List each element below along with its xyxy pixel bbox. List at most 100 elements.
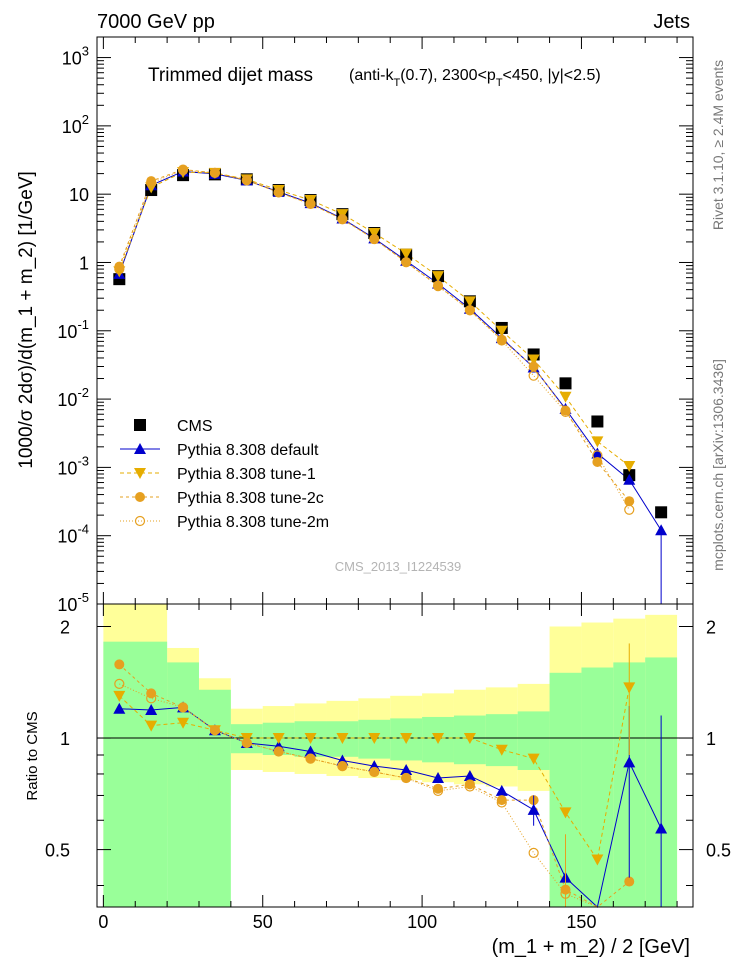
ratio-point-default bbox=[113, 702, 126, 714]
ratio-point-tune2c bbox=[624, 876, 635, 887]
main-y-tick-label: 10 bbox=[69, 185, 89, 205]
ratio-band-inner bbox=[485, 714, 518, 767]
main-point-tune2c bbox=[464, 305, 475, 316]
ratio-point-tune2c bbox=[369, 766, 380, 777]
main-point-tune2m bbox=[369, 233, 380, 245]
main-point-tune2m bbox=[146, 177, 157, 189]
rivet-version-label: Rivet 3.1.10, ≥ 2.4M events bbox=[710, 60, 726, 230]
main-y-tick-label: 10-3 bbox=[57, 453, 89, 478]
legend-marker-data bbox=[134, 419, 146, 431]
tick-base: 10 bbox=[57, 322, 77, 342]
ratio-point-tune2c bbox=[114, 659, 125, 670]
main-point-tune2m bbox=[337, 214, 348, 225]
main-point-tune2m bbox=[496, 335, 507, 346]
main-y-tick-label: 10-5 bbox=[57, 590, 89, 615]
main-y-tick-label: 10-2 bbox=[57, 385, 89, 410]
legend-marker-default bbox=[134, 443, 146, 454]
main-point-tune2c bbox=[337, 214, 348, 225]
ratio-y-ticks: 0.5 0.5 1 1 2 2 bbox=[45, 617, 731, 887]
tick-base: 10 bbox=[57, 595, 77, 615]
title-sub-subscript-1: T bbox=[393, 77, 400, 89]
ratio-point-tune2c bbox=[241, 737, 252, 748]
main-y-tick-label: 10-1 bbox=[57, 317, 89, 342]
x-tick-label: 150 bbox=[566, 912, 596, 932]
ratio-point-tune2m bbox=[209, 725, 221, 736]
ratio-point-tune1 bbox=[145, 720, 158, 732]
tick-exponent: 2 bbox=[82, 112, 89, 127]
ratio-point-tune2m bbox=[241, 737, 252, 749]
ratio-point-tune2m bbox=[401, 772, 412, 784]
ratio-point-tune1 bbox=[304, 733, 317, 745]
main-point-tune1 bbox=[623, 460, 636, 472]
main-point-tune1 bbox=[559, 391, 572, 403]
main-y-tick-label: 1 bbox=[79, 253, 89, 273]
ratio-point-tune2m bbox=[496, 797, 507, 808]
ratio-y-tick-label-right: 1 bbox=[706, 729, 716, 749]
main-point-tune1 bbox=[368, 228, 381, 240]
main-point-default bbox=[591, 447, 604, 459]
main-point-tune1 bbox=[591, 436, 604, 448]
main-point-data bbox=[655, 506, 668, 519]
legend: CMS Pythia 8.308 default Pythia 8.308 tune… bbox=[120, 418, 329, 531]
ratio-point-tune1 bbox=[336, 733, 349, 745]
main-point-tune2c bbox=[401, 257, 412, 268]
tick-base: 1 bbox=[79, 253, 89, 273]
ratio-point-tune1 bbox=[463, 733, 476, 745]
ratio-point-tune2c bbox=[464, 779, 475, 790]
ratio-point-tune2m bbox=[305, 753, 316, 764]
ratio-point-tune2c bbox=[496, 795, 507, 806]
x-tick-label: 50 bbox=[253, 912, 273, 932]
main-point-tune2c bbox=[209, 167, 220, 178]
legend-marker-tune1 bbox=[134, 468, 146, 479]
main-y-tick-label: 103 bbox=[62, 44, 89, 69]
ratio-y-tick-label: 0.5 bbox=[45, 841, 70, 861]
tick-base: 10 bbox=[62, 49, 82, 69]
ratio-point-tune1 bbox=[113, 690, 126, 702]
mcplots-label: mcplots.cern.ch [arXiv:1306.3436] bbox=[710, 359, 726, 571]
ratio-y-tick-label: 1 bbox=[60, 729, 70, 749]
ratio-point-default bbox=[304, 745, 317, 757]
main-point-tune2m bbox=[528, 370, 539, 381]
ratio-point-tune2c bbox=[209, 725, 220, 736]
ratio-point-tune1 bbox=[368, 733, 381, 745]
ratio-band-inner bbox=[167, 662, 199, 907]
legend-marker-tune2c bbox=[135, 492, 145, 502]
main-point-tune2m bbox=[114, 263, 125, 275]
tick-exponent: 3 bbox=[82, 44, 89, 59]
main-point-tune1 bbox=[527, 354, 540, 366]
title-sub-2: (0.7), 2300<p bbox=[400, 67, 496, 84]
main-point-tune1 bbox=[432, 271, 445, 283]
ratio-plot-panel: 0 50 100 150 0.5 0.5 1 1 2 2 bbox=[45, 603, 731, 932]
ratio-y-tick-label-right: 2 bbox=[706, 617, 716, 637]
ratio-point-default bbox=[495, 784, 508, 796]
tick-exponent: -5 bbox=[77, 590, 89, 605]
ratio-x-ticks: 0 50 100 150 bbox=[98, 604, 678, 932]
tick-base: 10 bbox=[57, 458, 77, 478]
main-point-data bbox=[559, 377, 572, 390]
tick-exponent: -3 bbox=[77, 453, 89, 468]
main-point-tune2m bbox=[209, 167, 221, 178]
main-point-tune2c bbox=[273, 187, 284, 198]
ratio-band-inner bbox=[581, 667, 614, 907]
ratio-point-default bbox=[400, 763, 413, 775]
ratio-point-tune1 bbox=[559, 807, 572, 819]
main-point-tune2m bbox=[624, 504, 635, 515]
x-tick-label: 0 bbox=[98, 912, 108, 932]
main-point-tune2m bbox=[592, 450, 603, 461]
legend-label-tune1: Pythia 8.308 tune-1 bbox=[177, 466, 316, 483]
main-data-layer bbox=[113, 164, 668, 604]
main-point-tune2m bbox=[241, 175, 252, 186]
main-point-tune2m bbox=[305, 198, 316, 210]
ratio-point-tune2c bbox=[178, 702, 189, 713]
main-point-tune1 bbox=[495, 325, 508, 337]
ratio-y-tick-label: 2 bbox=[60, 617, 70, 637]
legend-label-tune2m: Pythia 8.308 tune-2m bbox=[177, 514, 329, 531]
main-point-tune1 bbox=[400, 248, 413, 260]
main-point-tune2c bbox=[241, 175, 252, 186]
ratio-point-default bbox=[463, 769, 476, 781]
main-point-tune2c bbox=[433, 280, 444, 291]
tick-base: 10 bbox=[57, 390, 77, 410]
main-point-tune2c bbox=[369, 234, 380, 245]
tick-exponent: -2 bbox=[77, 385, 89, 400]
